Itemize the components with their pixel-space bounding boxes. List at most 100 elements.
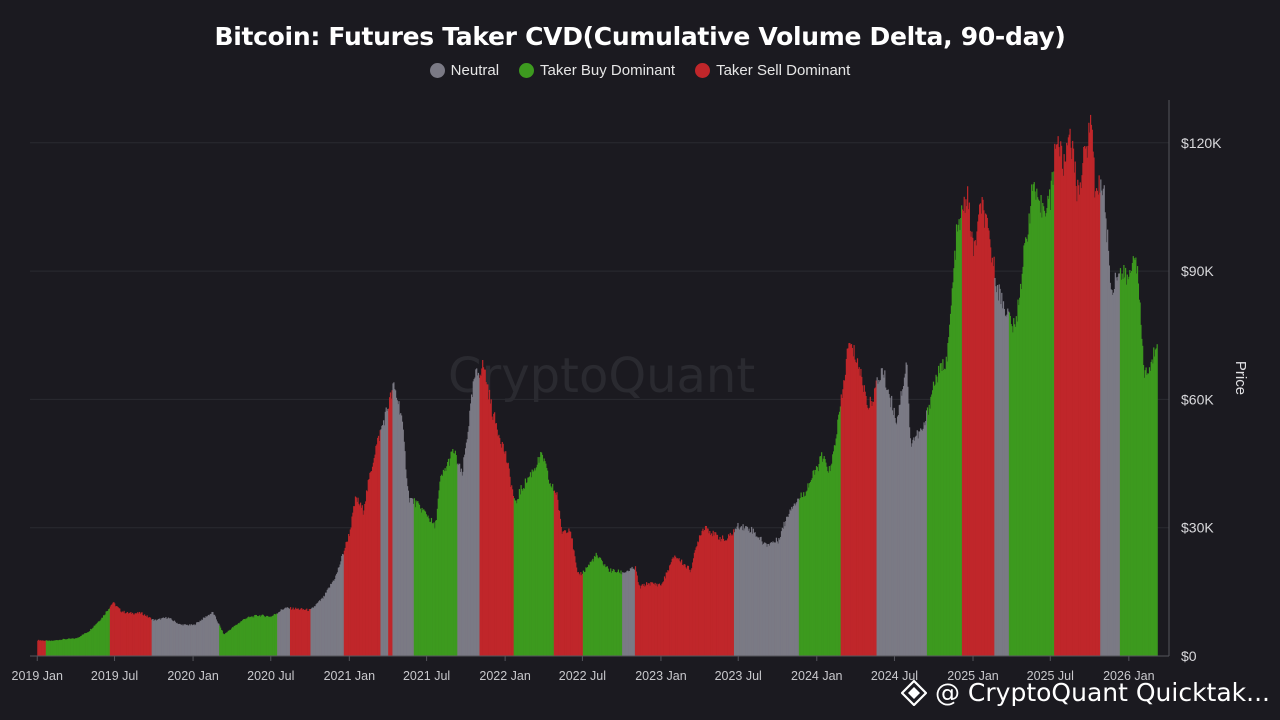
- price-bar: [529, 472, 532, 656]
- price-bar: [932, 381, 935, 656]
- price-bar: [613, 569, 615, 656]
- price-bar: [769, 543, 772, 656]
- price-bar: [318, 601, 320, 656]
- price-bar: [968, 202, 970, 656]
- price-bar: [80, 636, 82, 656]
- price-bar: [856, 362, 858, 656]
- price-bar: [165, 616, 167, 656]
- price-bar: [988, 230, 990, 656]
- price-bar: [737, 522, 739, 656]
- price-bar: [636, 575, 638, 656]
- price-bar: [456, 464, 458, 656]
- price-bar: [159, 618, 161, 656]
- price-bar: [273, 613, 275, 656]
- price-bar: [1055, 144, 1058, 656]
- price-bar: [1078, 185, 1080, 656]
- price-bar: [663, 581, 665, 656]
- footer-attribution: @ CryptoQuant Quicktak...: [900, 678, 1270, 707]
- price-bar: [1066, 142, 1068, 657]
- price-bar: [98, 621, 100, 656]
- price-bar: [859, 375, 861, 656]
- price-bar: [900, 391, 902, 656]
- price-bar: [162, 617, 164, 656]
- price-bar: [344, 547, 346, 656]
- price-bar: [487, 384, 489, 656]
- price-bar: [555, 494, 557, 656]
- price-bar: [865, 396, 867, 656]
- price-bar: [698, 535, 701, 656]
- price-bar: [1030, 206, 1032, 657]
- price-bar: [565, 533, 567, 656]
- price-bar: [482, 359, 484, 656]
- x-tick-label: 2019 Jan: [12, 669, 63, 683]
- price-bar: [170, 618, 172, 656]
- price-bar: [611, 572, 613, 656]
- price-bar: [135, 613, 137, 656]
- price-bar: [106, 611, 108, 656]
- legend-item-taker-buy[interactable]: Taker Buy Dominant: [519, 62, 675, 79]
- price-bar: [405, 469, 407, 656]
- price-bar: [1121, 273, 1123, 656]
- price-bar: [673, 558, 675, 656]
- price-bar: [70, 638, 72, 656]
- price-bar: [1133, 258, 1135, 656]
- price-bar: [377, 435, 380, 656]
- price-bar: [178, 623, 181, 656]
- price-bar: [951, 288, 953, 656]
- price-bar: [141, 612, 143, 656]
- price-bar: [130, 612, 132, 656]
- legend-item-taker-sell[interactable]: Taker Sell Dominant: [695, 62, 850, 79]
- price-bar: [943, 370, 945, 656]
- price-bar: [280, 609, 282, 656]
- legend-item-neutral[interactable]: Neutral: [429, 62, 499, 79]
- price-bar: [350, 527, 352, 656]
- price-bar: [733, 529, 735, 656]
- price-bar: [997, 300, 999, 656]
- price-bar: [389, 397, 391, 656]
- price-bar: [987, 228, 989, 657]
- price-bar: [128, 613, 130, 656]
- price-bar: [220, 629, 223, 656]
- price-bar: [336, 573, 338, 656]
- price-bar: [698, 542, 700, 656]
- price-bar: [1083, 146, 1085, 657]
- price-bar: [477, 372, 480, 656]
- price-bar: [803, 496, 806, 656]
- price-bar: [665, 572, 667, 656]
- price-bar: [656, 583, 658, 656]
- price-bar: [457, 463, 459, 656]
- price-bar: [194, 625, 196, 656]
- price-bar: [510, 486, 512, 656]
- price-bar: [320, 599, 322, 656]
- price-bar: [782, 528, 784, 656]
- price-bar: [541, 454, 544, 656]
- price-bar: [616, 572, 618, 656]
- price-bar: [1154, 349, 1157, 656]
- price-bar: [738, 528, 740, 656]
- price-bar: [895, 422, 897, 656]
- price-bar: [184, 624, 186, 656]
- price-bar: [907, 386, 909, 656]
- cryptoquant-logo-icon: [900, 679, 927, 706]
- price-bar: [941, 370, 943, 656]
- price-bar: [201, 619, 203, 656]
- price-bar: [462, 471, 464, 656]
- price-bar: [741, 530, 743, 656]
- price-bar: [1150, 361, 1152, 656]
- price-bar: [360, 507, 363, 656]
- price-bar: [337, 567, 339, 656]
- price-bar: [552, 490, 555, 656]
- price-bar: [349, 529, 351, 656]
- price-bar: [1114, 272, 1116, 656]
- price-bar: [492, 419, 494, 656]
- price-bar: [814, 474, 816, 656]
- price-bar: [1088, 122, 1090, 656]
- price-bar: [1048, 198, 1050, 656]
- price-bar: [1118, 273, 1120, 656]
- price-bar: [472, 381, 474, 656]
- price-bar: [1107, 229, 1109, 656]
- price-bar: [301, 609, 304, 656]
- price-bar: [580, 572, 582, 656]
- price-bar: [1123, 265, 1125, 656]
- price-bar: [422, 510, 424, 656]
